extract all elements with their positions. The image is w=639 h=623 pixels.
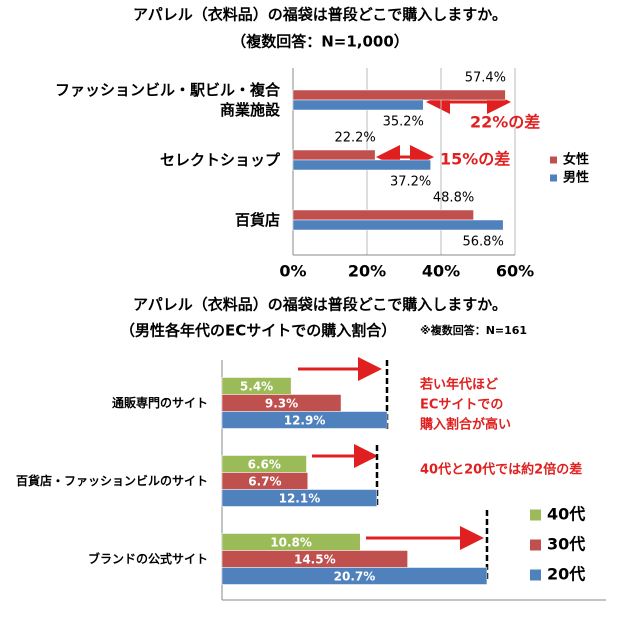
- bar: [292, 149, 376, 161]
- value-label: 37.2%: [390, 175, 431, 190]
- legend-swatch: [530, 539, 541, 551]
- legend-swatch: [530, 569, 541, 581]
- category-label: ファッションビル・駅ビル・複合商業施設: [54, 80, 280, 119]
- category-label: 通販専門のサイト: [111, 395, 208, 410]
- annotation: 15%の差: [440, 150, 510, 169]
- bar: [292, 89, 506, 101]
- bar: [221, 411, 388, 429]
- annotation: 若い年代ほど: [419, 377, 498, 393]
- bar: [292, 219, 504, 231]
- value-label: 12.1%: [279, 492, 321, 506]
- category-label: セレクトショップ: [159, 150, 280, 169]
- note: ※複数回答：N=161: [420, 323, 527, 337]
- value-label: 10.8%: [270, 536, 312, 550]
- bar: [292, 99, 424, 111]
- chart-subtitle: （男性各年代のECサイトでの購入割合）: [120, 322, 396, 340]
- value-label: 20.7%: [334, 570, 376, 584]
- value-label: 6.7%: [248, 475, 281, 489]
- value-label: 12.9%: [284, 414, 326, 428]
- value-label: 6.6%: [248, 458, 281, 472]
- value-label: 22.2%: [334, 131, 375, 146]
- x-tick-label: 60%: [496, 262, 534, 281]
- annotation: 22%の差: [470, 113, 540, 132]
- legend-swatch: [530, 509, 541, 521]
- legend-swatch: [550, 156, 557, 164]
- value-label: 56.8%: [463, 235, 504, 250]
- bar: [221, 567, 488, 585]
- legend-label: 30代: [547, 535, 585, 554]
- x-tick-label: 20%: [348, 262, 386, 281]
- chart-subtitle: （複数回答：N=1,000）: [231, 33, 409, 51]
- annotation: 購入割合が高い: [419, 417, 511, 433]
- x-tick-label: 0%: [279, 262, 306, 281]
- legend-label: 20代: [547, 565, 585, 584]
- bar: [292, 209, 474, 221]
- value-label: 14.5%: [294, 553, 336, 567]
- category-label: ブランドの公式サイト: [87, 551, 208, 566]
- value-label: 5.4%: [240, 380, 273, 394]
- category-label: 百貨店: [234, 210, 280, 229]
- x-tick-label: 40%: [422, 262, 460, 281]
- value-label: 57.4%: [465, 71, 506, 86]
- legend-swatch: [550, 174, 557, 182]
- arrows: [298, 90, 511, 550]
- legend-label: 男性: [563, 170, 589, 186]
- category-label: 百貨店・ファッションビルのサイト: [15, 473, 208, 488]
- annotation: 40代と20代では約2倍の差: [420, 462, 582, 478]
- value-label: 48.8%: [433, 191, 474, 206]
- bar: [292, 159, 431, 171]
- legend-label: 40代: [547, 505, 585, 524]
- value-label: 9.3%: [265, 397, 298, 411]
- chart-title: アパレル（衣料品）の福袋は普段どこで購入しますか。: [133, 296, 507, 314]
- annotation: ECサイトでの: [420, 398, 503, 413]
- legend-label: 女性: [563, 152, 589, 168]
- value-label: 35.2%: [383, 115, 424, 130]
- bar: [221, 489, 378, 507]
- chart-title: アパレル（衣料品）の福袋は普段どこで購入しますか。: [133, 6, 507, 24]
